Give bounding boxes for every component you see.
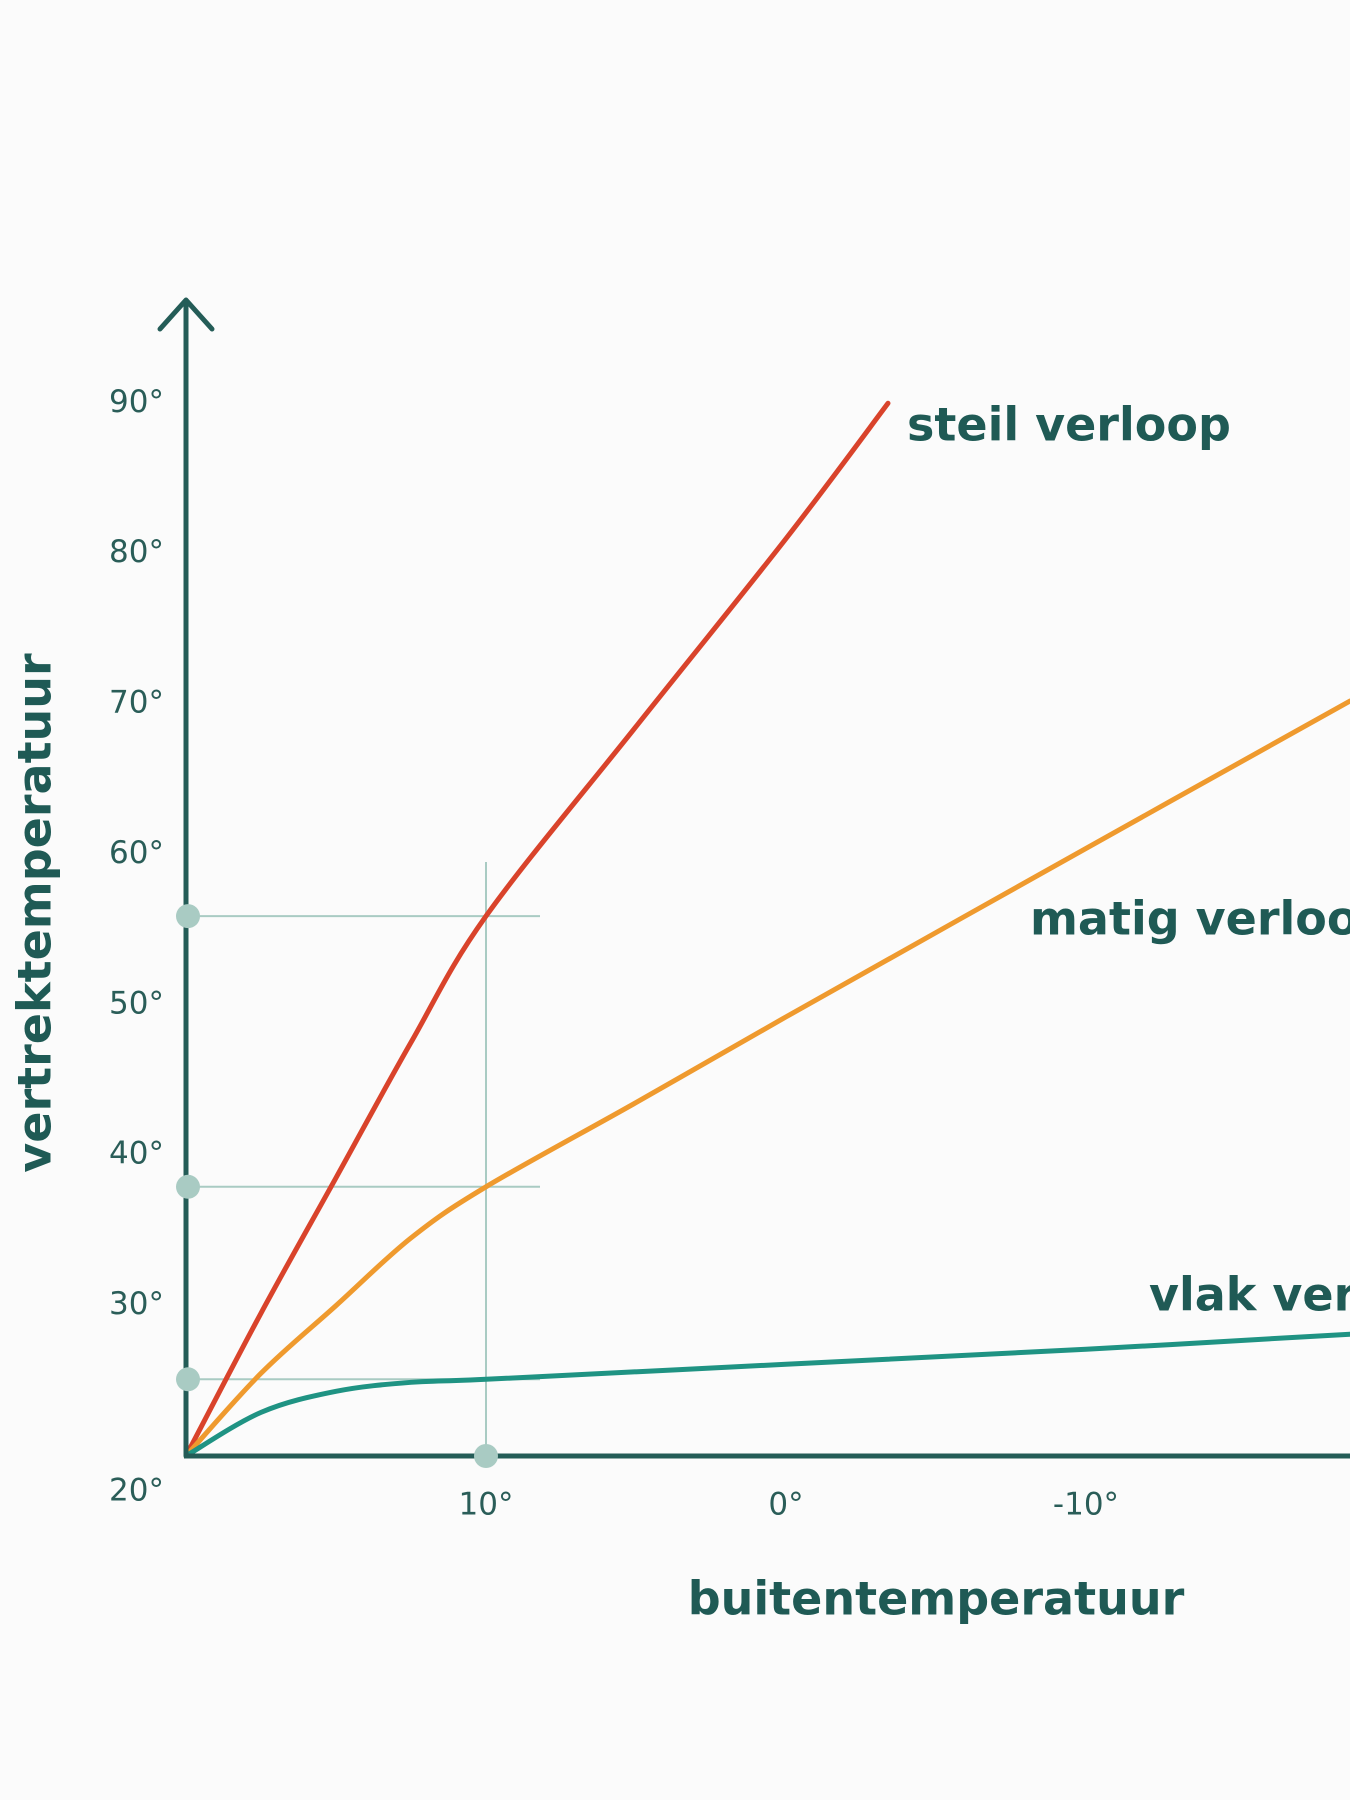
y-tick-label: 50° bbox=[109, 985, 164, 1021]
x-tick-label: -10° bbox=[1053, 1487, 1119, 1523]
x-axis-label: buitentemperatuur bbox=[688, 1572, 1185, 1626]
y-tick-label: 30° bbox=[109, 1286, 164, 1322]
guide-dot bbox=[176, 1174, 200, 1199]
guide-dot bbox=[176, 904, 200, 929]
curve bbox=[183, 400, 891, 1459]
series-label: steil verloop bbox=[907, 398, 1231, 452]
y-tick-label: 80° bbox=[109, 534, 164, 570]
y-tick-label: 70° bbox=[109, 685, 164, 721]
y-axis-label: vertrektemperatuur bbox=[8, 653, 62, 1173]
curve bbox=[183, 698, 1350, 1459]
series-label: vlak verloop bbox=[1149, 1268, 1350, 1322]
y-tick-label: 60° bbox=[109, 835, 164, 871]
x-tick-label: 10° bbox=[459, 1487, 514, 1523]
curve bbox=[183, 1331, 1350, 1459]
y-tick-label: 90° bbox=[109, 384, 164, 420]
series-label: matig verloop bbox=[1030, 892, 1350, 946]
x-tick-label: 0° bbox=[768, 1487, 803, 1523]
y-tick-label: 40° bbox=[109, 1136, 164, 1172]
guide-dot bbox=[474, 1444, 498, 1468]
y-axis-arrow bbox=[157, 297, 215, 332]
guide-dot bbox=[176, 1367, 200, 1392]
y-tick-label: 20° bbox=[109, 1473, 164, 1509]
